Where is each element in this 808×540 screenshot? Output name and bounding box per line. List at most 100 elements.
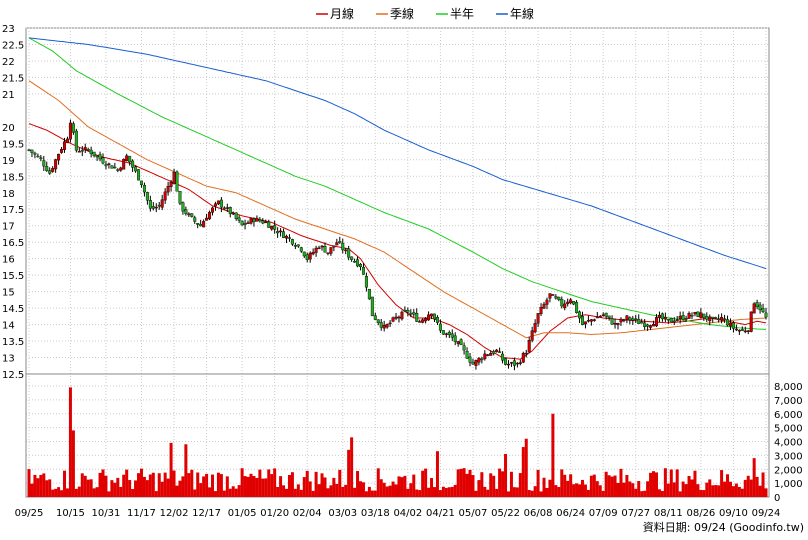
candle-body — [728, 322, 732, 327]
volume-bar — [211, 474, 215, 497]
volume-bar — [335, 483, 339, 497]
candle-body — [199, 224, 203, 227]
volume-bar — [678, 491, 682, 497]
candle-body — [720, 317, 724, 321]
candle-body — [409, 312, 413, 315]
volume-bar — [237, 485, 241, 497]
candle-body — [142, 185, 146, 193]
candle-body — [693, 312, 697, 315]
candle-body — [649, 325, 653, 328]
volume-bar — [172, 470, 176, 497]
volume-bar — [465, 473, 469, 497]
candle-body — [539, 307, 543, 315]
volume-bar — [314, 471, 318, 497]
volume-bar — [116, 477, 120, 497]
volume-bar — [231, 486, 235, 497]
candle-body — [578, 311, 582, 319]
volume-bar — [737, 486, 741, 497]
volume-bar — [444, 487, 448, 497]
candle-body — [359, 264, 363, 267]
volume-bar — [107, 491, 111, 497]
volume-bar — [749, 479, 753, 497]
volume-bar — [293, 488, 297, 497]
volume-axis-ticks: 0 1,000 2,000 3,000 4,000 5,000 6,000 7,000 8,00… — [774, 382, 803, 504]
volume-bar — [270, 474, 274, 497]
candle-body — [563, 303, 567, 309]
candle-body — [643, 322, 647, 327]
candle-body — [498, 351, 502, 353]
volume-bar — [572, 484, 576, 497]
date-tick-label: 04/02 — [393, 508, 422, 519]
candle-body — [326, 252, 330, 254]
candle-body — [39, 157, 43, 159]
volume-bar — [731, 486, 735, 497]
candle-body — [548, 293, 552, 299]
candle-body — [187, 213, 191, 216]
volume-bar — [403, 475, 407, 497]
price-tick-label: 12.5 — [2, 370, 24, 381]
volume-bar — [202, 476, 206, 497]
price-grid — [26, 27, 769, 497]
price-tick-label: 14.5 — [2, 304, 24, 315]
candle-body — [261, 220, 265, 224]
volume-bar — [613, 475, 617, 497]
candle-body — [663, 317, 667, 320]
date-tick-label: 06/24 — [556, 508, 585, 519]
volume-bar — [548, 479, 552, 497]
volume-bar — [518, 473, 522, 497]
volume-bar — [199, 483, 203, 497]
legend-label: 月線 — [330, 6, 354, 21]
candle-body — [468, 356, 472, 363]
volume-bar — [317, 484, 321, 497]
volume-bar — [119, 486, 123, 497]
candle-body — [302, 251, 306, 257]
candle-body — [169, 182, 173, 187]
candle-body — [435, 317, 439, 323]
volume-bar — [693, 470, 697, 497]
candle-body — [196, 223, 200, 225]
volume-bar — [45, 480, 49, 497]
volume-bar — [391, 481, 395, 497]
candle-body — [412, 312, 416, 315]
volume-bar — [285, 488, 289, 497]
volume-bar — [329, 485, 333, 497]
candle-body — [566, 301, 570, 304]
volume-bar — [216, 472, 220, 497]
candle-body — [492, 351, 496, 354]
volume-bar — [154, 491, 158, 497]
volume-bar — [598, 485, 602, 497]
date-tick-label: 07/09 — [589, 508, 618, 519]
volume-bar — [430, 478, 434, 497]
candle-body — [654, 317, 658, 327]
volume-bar — [347, 449, 351, 497]
volume-bar — [660, 490, 664, 497]
candle-body — [477, 357, 481, 363]
candle-body — [678, 315, 682, 319]
candle-body — [60, 149, 64, 153]
volume-bar — [296, 484, 300, 497]
candle-body — [684, 318, 688, 320]
candle-body — [332, 245, 336, 248]
candle-body — [222, 207, 226, 210]
candle-body — [430, 313, 434, 317]
date-axis-ticks: 09/25 10/15 10/31 11/17 12/02 12/17 01/05 01/20… — [15, 508, 781, 519]
candle-body — [154, 206, 158, 209]
volume-bar — [42, 473, 46, 497]
price-tick-label: 19.5 — [2, 139, 24, 150]
volume-bar — [432, 487, 436, 497]
volume-bar — [166, 478, 170, 497]
candle-body — [752, 303, 756, 314]
volume-bar — [36, 478, 40, 497]
volume-bar — [276, 486, 280, 497]
candle-body — [107, 163, 111, 166]
candle-body — [669, 317, 673, 323]
date-tick-label: 10/31 — [92, 508, 121, 519]
candle-body — [634, 318, 638, 320]
volume-bar — [240, 468, 244, 497]
candle-body — [113, 166, 117, 169]
candle-body — [51, 168, 55, 172]
volume-bar — [54, 488, 58, 497]
candle-body — [551, 294, 555, 296]
volume-bar — [654, 472, 658, 497]
volume-bar — [98, 472, 102, 497]
